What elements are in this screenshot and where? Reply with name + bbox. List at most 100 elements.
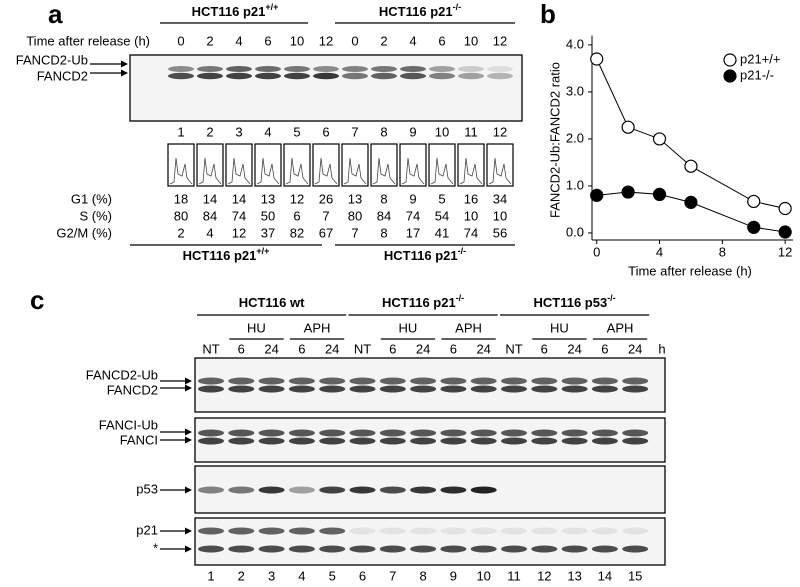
facs-value: 26 — [319, 191, 333, 206]
facs-value: 82 — [290, 225, 304, 240]
band-label: * — [153, 540, 158, 555]
data-point — [747, 194, 761, 209]
treatment-label: APH — [304, 320, 331, 335]
band-label: FANCD2-Ub — [16, 52, 88, 67]
header-sup: -/- — [456, 293, 465, 303]
band — [501, 437, 527, 445]
facs-box — [486, 143, 514, 187]
facs-box — [341, 143, 369, 187]
facs-value: 7 — [351, 225, 358, 240]
band — [531, 527, 558, 535]
band — [591, 385, 618, 393]
band — [622, 527, 649, 535]
band — [501, 385, 527, 393]
y-axis-title: FANCD2-Ub:FANCD2 ratio — [547, 62, 562, 218]
y-tick-label: 4.0 — [566, 36, 584, 51]
band — [258, 486, 285, 494]
arrow-head — [185, 436, 192, 444]
band — [198, 377, 224, 385]
band — [531, 429, 558, 437]
arrow-head — [185, 377, 192, 385]
data-point — [652, 187, 667, 201]
band — [501, 429, 527, 437]
band-label: p21 — [136, 522, 158, 537]
band — [228, 437, 255, 445]
band — [591, 377, 618, 385]
facs-value: 74 — [464, 225, 478, 240]
header-text: HCT116 p21 — [183, 248, 257, 263]
data-point — [778, 201, 792, 216]
facs-value: 13 — [261, 191, 275, 206]
facs-value: 9 — [409, 191, 416, 206]
band — [410, 437, 437, 445]
band — [379, 385, 406, 393]
lane-number: 15 — [628, 568, 642, 583]
lane-number: 10 — [476, 568, 490, 583]
time-label: 4 — [235, 33, 242, 48]
band — [429, 72, 455, 80]
band — [319, 486, 346, 494]
facs-trace — [169, 157, 193, 185]
band — [591, 437, 618, 445]
lane-number: 9 — [450, 568, 457, 583]
facs-value: 10 — [493, 208, 507, 223]
band — [197, 66, 223, 72]
arrow-head — [121, 60, 128, 68]
facs-value: 50 — [261, 208, 275, 223]
header-sup: +/+ — [256, 246, 269, 256]
band-label: FANCI — [120, 432, 158, 447]
facs-value: 74 — [232, 208, 246, 223]
treatment-label: HU — [399, 320, 418, 335]
facs-value: 80 — [174, 208, 188, 223]
panel-label: b — [540, 0, 556, 29]
band — [561, 429, 588, 437]
facs-box — [370, 143, 398, 187]
facs-value: 8 — [380, 225, 387, 240]
band — [622, 429, 649, 437]
group-header: HCT116 p21-/- — [384, 246, 466, 263]
band — [288, 527, 315, 535]
lane-number: 6 — [359, 568, 366, 583]
row-label: S (%) — [80, 208, 113, 223]
facs-value: 7 — [322, 208, 329, 223]
facs-value: 37 — [261, 225, 275, 240]
blot — [129, 54, 523, 122]
band — [228, 377, 255, 385]
x-tick-label: 4 — [656, 244, 663, 259]
x-tick-label: 8 — [719, 244, 726, 259]
band-label: FANCD2 — [37, 68, 88, 83]
header-text: HCT116 wt — [239, 295, 305, 310]
lane-header: 6 — [541, 341, 548, 356]
band — [284, 72, 310, 80]
lane-number: 2 — [206, 124, 213, 139]
band — [198, 527, 224, 535]
facs-trace — [343, 157, 367, 185]
facs-value: 13 — [348, 191, 362, 206]
facs-value: 34 — [493, 191, 507, 206]
band — [258, 429, 285, 437]
facs-box — [399, 143, 427, 187]
band — [440, 385, 467, 393]
header-text: HCT116 p21 — [379, 4, 453, 19]
row-label: G1 (%) — [71, 191, 112, 206]
band — [622, 545, 649, 553]
time-label: 10 — [290, 33, 304, 48]
band — [349, 486, 376, 494]
band — [591, 527, 618, 535]
facs-trace — [227, 157, 251, 185]
band — [591, 545, 618, 553]
facs-trace — [198, 157, 222, 185]
band — [470, 527, 497, 535]
band — [379, 486, 406, 494]
lane-header: 24 — [325, 341, 339, 356]
facs-value: 8 — [380, 191, 387, 206]
data-point — [621, 185, 635, 199]
band — [531, 385, 558, 393]
facs-value: 56 — [493, 225, 507, 240]
facs-box — [312, 143, 340, 187]
band-label: FANCD2 — [107, 382, 158, 397]
time-label: 0 — [177, 33, 184, 48]
lane-number: 8 — [380, 124, 387, 139]
y-tick-label: 0.0 — [566, 224, 584, 239]
